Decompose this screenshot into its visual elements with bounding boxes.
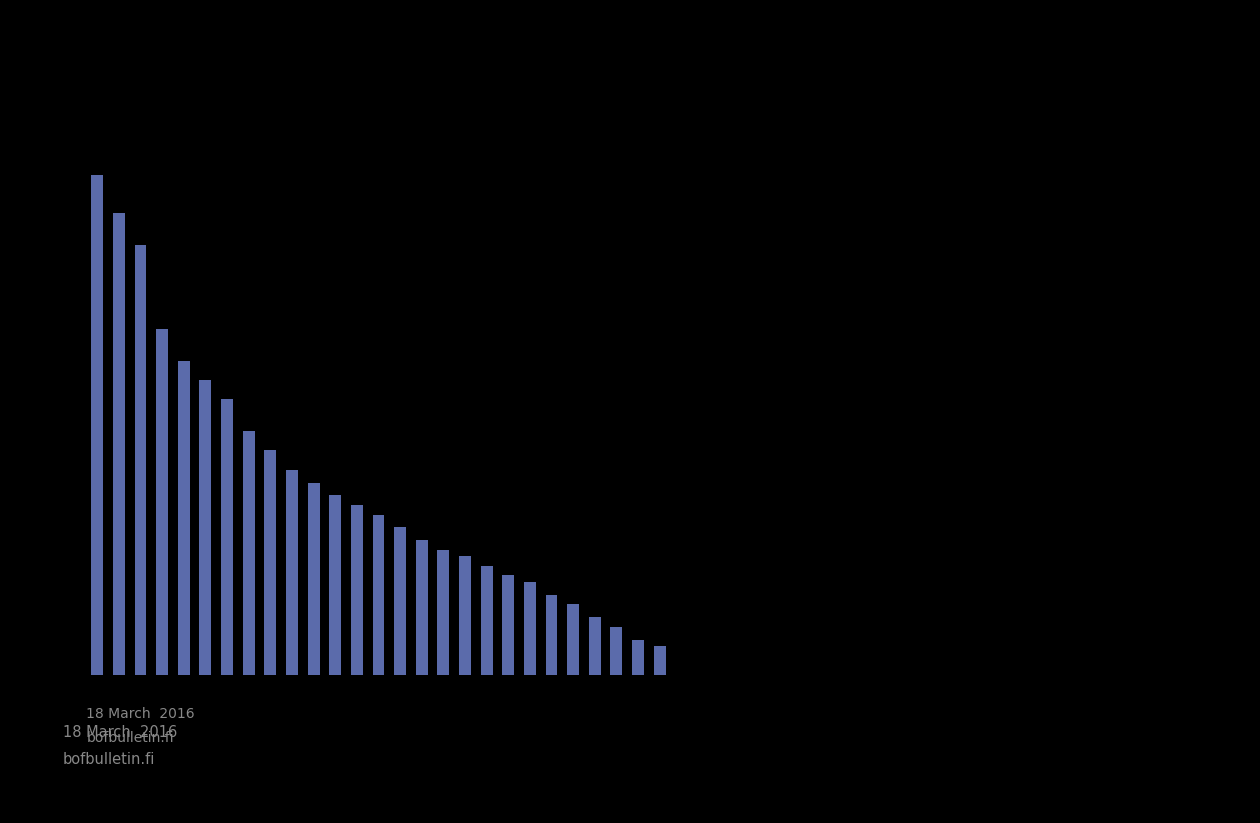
- Bar: [350, 505, 363, 675]
- Bar: [481, 566, 493, 675]
- Bar: [459, 556, 471, 675]
- Bar: [437, 550, 450, 675]
- Bar: [243, 431, 255, 675]
- Bar: [265, 450, 276, 675]
- Bar: [416, 540, 427, 675]
- Bar: [394, 528, 406, 675]
- Bar: [156, 328, 168, 675]
- Bar: [611, 627, 622, 675]
- Bar: [178, 360, 190, 675]
- Bar: [135, 245, 146, 675]
- Bar: [546, 595, 557, 675]
- Bar: [633, 639, 644, 675]
- Bar: [113, 213, 125, 675]
- Bar: [329, 495, 341, 675]
- Bar: [588, 617, 601, 675]
- Bar: [373, 514, 384, 675]
- Bar: [199, 380, 212, 675]
- Bar: [567, 604, 580, 675]
- Bar: [286, 470, 297, 675]
- Bar: [524, 582, 536, 675]
- Bar: [91, 174, 103, 675]
- Text: bofbulletin.fi: bofbulletin.fi: [63, 751, 155, 767]
- Bar: [503, 575, 514, 675]
- Bar: [220, 399, 233, 675]
- Bar: [307, 482, 320, 675]
- Text: bofbulletin.fi: bofbulletin.fi: [87, 731, 174, 745]
- Text: 18 March  2016: 18 March 2016: [63, 724, 178, 740]
- Bar: [654, 646, 665, 675]
- Text: 18 March  2016: 18 March 2016: [87, 708, 195, 722]
